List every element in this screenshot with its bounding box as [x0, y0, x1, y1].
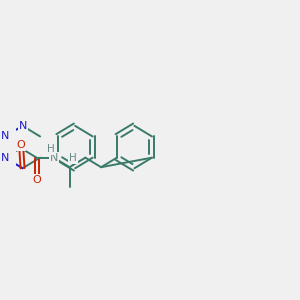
Text: N: N [1, 131, 9, 142]
Text: H: H [46, 144, 54, 154]
Text: N: N [18, 121, 27, 131]
Text: H: H [69, 153, 77, 163]
Text: O: O [17, 140, 26, 150]
Text: O: O [32, 175, 41, 185]
Text: N: N [1, 153, 9, 163]
Text: N: N [50, 153, 58, 163]
